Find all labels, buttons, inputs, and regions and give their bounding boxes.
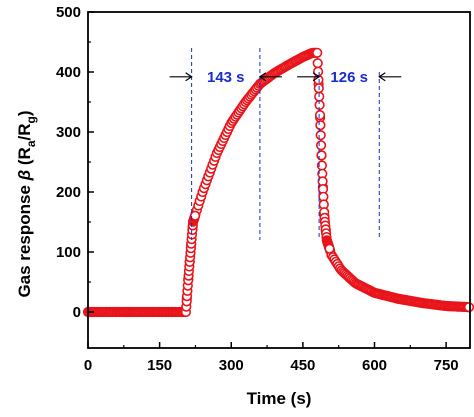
x-tick-label: 450 [290, 357, 315, 374]
y-tick-label: 0 [73, 304, 81, 321]
y-tick-label: 200 [56, 184, 81, 201]
y-axis-title: Gas response β (Ra/Rg) [15, 110, 38, 297]
data-point [463, 302, 474, 313]
data-point [314, 109, 326, 121]
data-point [315, 130, 326, 141]
data-point [315, 120, 326, 131]
annotation-label: 126 s [330, 69, 368, 86]
series-line [88, 52, 471, 313]
annotation-arrowhead [258, 72, 267, 82]
x-tick-label: 600 [362, 357, 387, 374]
x-tick-label: 150 [147, 357, 172, 374]
annotation-arrowhead [185, 72, 193, 82]
data-markers [82, 47, 474, 318]
data-point [312, 58, 323, 69]
y-tick-label: 100 [56, 244, 81, 261]
annotation-arrowhead [378, 72, 386, 82]
y-tick-label: 300 [56, 124, 81, 141]
data-point [324, 243, 335, 254]
y-tick-label: 500 [56, 4, 81, 21]
plot-border [87, 11, 471, 349]
data-point [316, 140, 327, 151]
x-axis-title: Time (s) [247, 389, 312, 408]
x-tick-label: 0 [84, 357, 92, 374]
y-tick-label: 400 [56, 64, 81, 81]
data-point [190, 210, 201, 221]
data-point [312, 47, 323, 58]
annotation-arrowhead [312, 72, 321, 82]
x-tick-label: 300 [219, 357, 244, 374]
x-tick-label: 750 [434, 357, 459, 374]
data-point [316, 150, 327, 161]
plot-frame [87, 11, 471, 349]
annotation-label: 143 s [207, 69, 245, 86]
response-time-annotations: 143 s 126 s [169, 48, 402, 240]
axis-ticks: 0 150 300 450 600 750 0 100 200 300 400 500 [56, 4, 459, 374]
